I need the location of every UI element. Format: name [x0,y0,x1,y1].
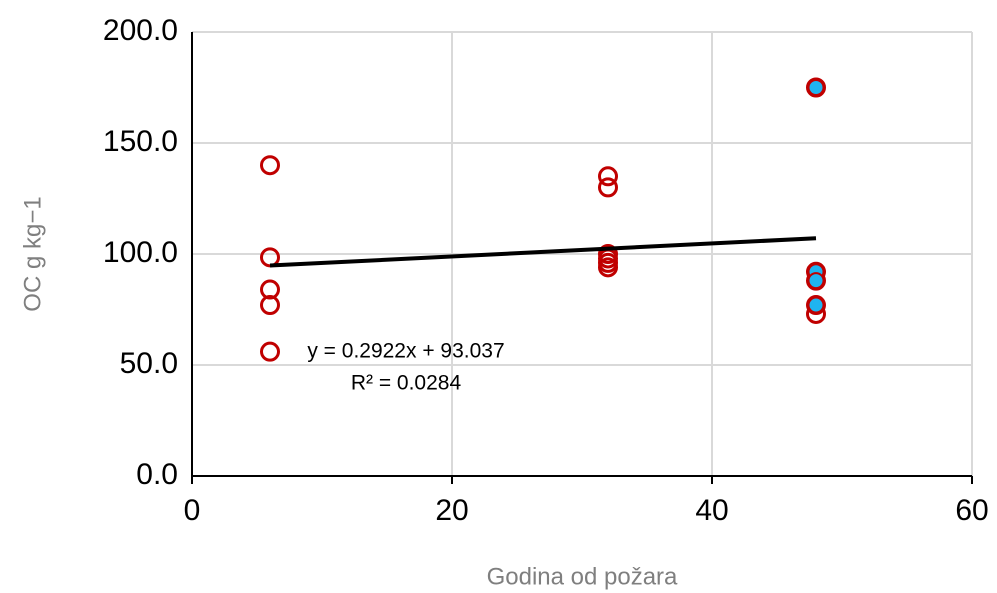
scatter-point [807,79,825,96]
x-tick-label: 60 [955,494,988,527]
y-tick-label: 50.0 [120,347,178,380]
scatter-point [260,155,280,176]
scatter-point [260,295,280,316]
scatter-point [598,166,618,187]
y-tick-label: 200.0 [103,14,178,47]
x-tick-label: 0 [184,494,201,527]
y-tick-label: 150.0 [103,125,178,158]
scatter-point [807,272,825,290]
x-axis-title: Godina od požara [487,563,678,590]
scatter-point [598,257,618,278]
y-axis-title: OC g kg−1 [19,196,46,311]
trendline-equation: y = 0.2922x + 93.037 [307,340,504,363]
x-tick-label: 20 [435,494,468,527]
x-tick-label: 40 [695,494,728,527]
y-tick-label: 0.0 [136,458,178,491]
trendline [269,236,817,268]
scatter-point [598,177,618,198]
scatter-point [260,341,280,362]
y-tick-label: 100.0 [103,236,178,269]
r-squared: R² = 0.0284 [351,372,462,395]
scatter-point [807,296,825,314]
scatter-point [260,247,280,268]
